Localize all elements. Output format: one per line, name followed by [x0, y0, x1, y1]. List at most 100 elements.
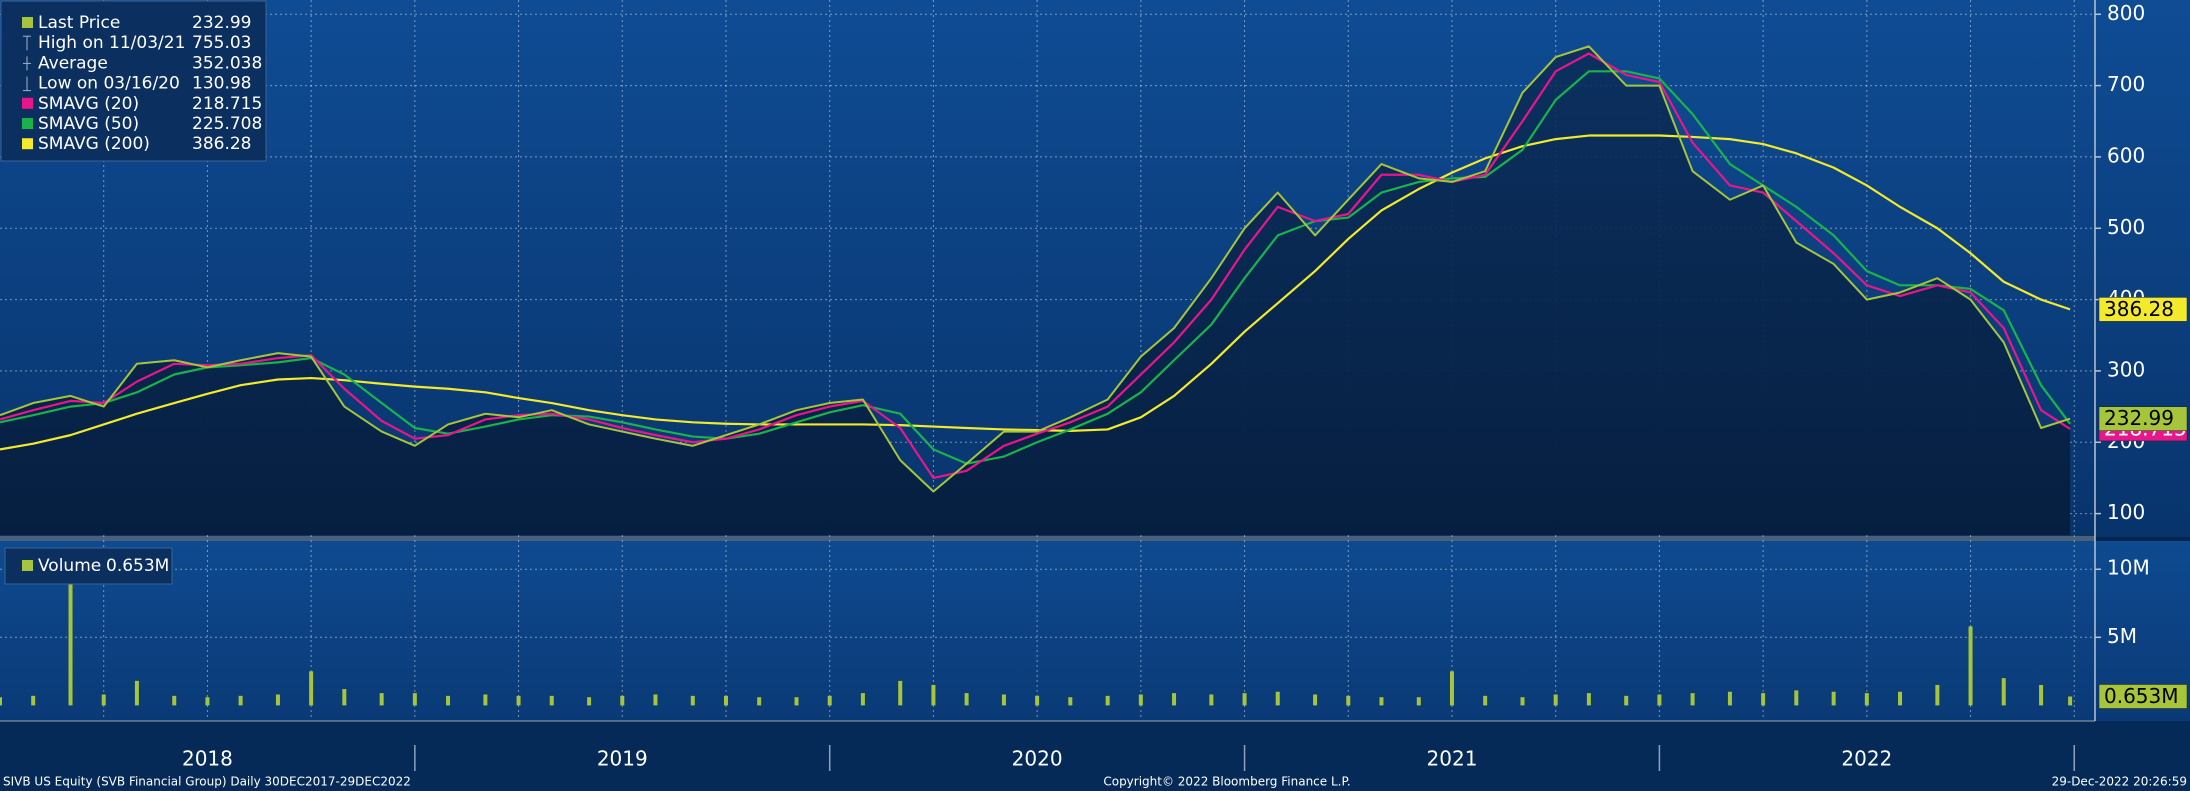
volume-bar	[1520, 697, 1525, 706]
volume-bar	[1313, 694, 1318, 706]
footer-center: Copyright© 2022 Bloomberg Finance L.P.	[1103, 775, 1350, 789]
legend-swatch	[22, 138, 33, 150]
volume-bar	[931, 684, 936, 706]
volume-bar	[1831, 691, 1836, 706]
volume-bar	[827, 695, 832, 706]
legend-name: Last Price	[38, 13, 120, 33]
volume-bar	[690, 695, 695, 706]
legend-value: 130.98	[192, 74, 251, 94]
legend-value: 352.038	[192, 53, 262, 73]
volume-bar	[516, 695, 521, 706]
volume-bar	[238, 695, 243, 706]
volume-bar	[1035, 695, 1040, 706]
volume-bar	[1761, 693, 1766, 706]
legend-name: SMAVG (20)	[38, 94, 139, 114]
legend-name: Average	[38, 53, 108, 73]
volume-bar	[31, 695, 36, 706]
legend-value: 225.708	[192, 114, 262, 134]
volume-bar	[1483, 695, 1488, 706]
volume-bar	[342, 689, 347, 706]
volume-bar	[2001, 678, 2006, 706]
volume-bar	[964, 693, 969, 706]
x-tick-label: 2022	[1841, 747, 1892, 771]
y-tick-label: 10M	[2107, 556, 2150, 580]
legend-name: SMAVG (200)	[38, 134, 150, 154]
volume-bar	[1968, 626, 1973, 706]
volume-bar	[1068, 697, 1073, 706]
x-tick-label: 2018	[182, 747, 233, 771]
legend: Last Price 232.99 High on 11/03/21 755.03 Av…	[0, 0, 267, 162]
volume-bar	[723, 695, 728, 706]
volume-bar	[1449, 671, 1454, 706]
volume-bar	[446, 695, 451, 706]
value-tag	[2098, 684, 2188, 709]
volume-bar	[1416, 697, 1421, 706]
volume-bar	[101, 694, 106, 706]
volume-bar	[1105, 695, 1110, 706]
volume-legend-name: Volume	[38, 556, 101, 576]
volume-bar	[379, 693, 384, 706]
series-line	[0, 70, 2071, 465]
volume-bar	[134, 680, 139, 706]
volume-bar	[205, 697, 210, 706]
axis-band	[0, 721, 2190, 791]
x-tick-label: 2020	[1012, 747, 1063, 771]
volume-bar	[1172, 693, 1177, 706]
volume-bar	[1242, 693, 1247, 706]
volume-bar	[898, 680, 903, 706]
volume-bar	[412, 693, 417, 706]
volume-bar	[1864, 693, 1869, 706]
volume-bar	[1209, 694, 1214, 706]
volume-bar	[794, 697, 799, 706]
volume-bar	[1794, 690, 1799, 706]
volume-bar	[860, 693, 865, 706]
volume-bar	[653, 694, 658, 706]
legend-value: 755.03	[192, 33, 251, 53]
value-tag-label: 386.28	[2104, 297, 2174, 321]
y-tick-label: 300	[2107, 357, 2145, 381]
volume-bar	[1138, 694, 1143, 706]
volume-bar	[68, 562, 73, 706]
volume-bar	[275, 694, 280, 706]
legend-value: 218.715	[192, 94, 262, 114]
legend-name: Low on 03/16/20	[38, 74, 180, 94]
series-line	[0, 45, 2071, 493]
series-line	[0, 52, 2071, 480]
volume-bar	[1379, 697, 1384, 706]
volume-bar	[309, 671, 314, 706]
footer-right: 29-Dec-2022 20:26:59	[2052, 775, 2187, 789]
volume-bar	[483, 694, 488, 706]
legend-box	[0, 0, 267, 162]
panel-divider	[0, 536, 2095, 541]
volume-bar	[549, 695, 554, 706]
legend-swatch	[22, 17, 33, 28]
x-tick-label: 2019	[597, 747, 648, 771]
volume-legend-value: 0.653M	[106, 556, 169, 576]
volume-bar	[2068, 696, 2073, 706]
value-tag	[2098, 297, 2188, 322]
legend-name: High on 11/03/21	[38, 33, 185, 53]
value-tag-label: 0.653M	[2104, 684, 2179, 708]
y-tick-label: 100	[2107, 500, 2145, 524]
volume-bar	[587, 697, 592, 706]
volume-bar	[0, 697, 2, 706]
series-line	[0, 134, 2071, 451]
y-tick-label: 500	[2107, 215, 2145, 239]
volume-bar	[1690, 693, 1695, 706]
volume-legend-swatch	[22, 560, 33, 571]
value-tag	[2098, 406, 2188, 431]
volume-bar	[2039, 684, 2044, 706]
y-tick-label: 800	[2107, 1, 2145, 25]
volume-bar	[1001, 694, 1006, 706]
y-tick-label: 600	[2107, 143, 2145, 167]
y-tick-label: 5M	[2107, 624, 2137, 648]
legend-value: 232.99	[192, 13, 251, 33]
volume-bar	[1624, 695, 1629, 706]
volume-bar	[1935, 684, 1940, 706]
volume-bar	[1553, 694, 1558, 706]
plot: 2018201920202021202210020030040050060070…	[0, 0, 2188, 771]
volume-bar	[757, 697, 762, 706]
legend-swatch	[22, 97, 33, 109]
legend-name: SMAVG (50)	[38, 114, 139, 134]
